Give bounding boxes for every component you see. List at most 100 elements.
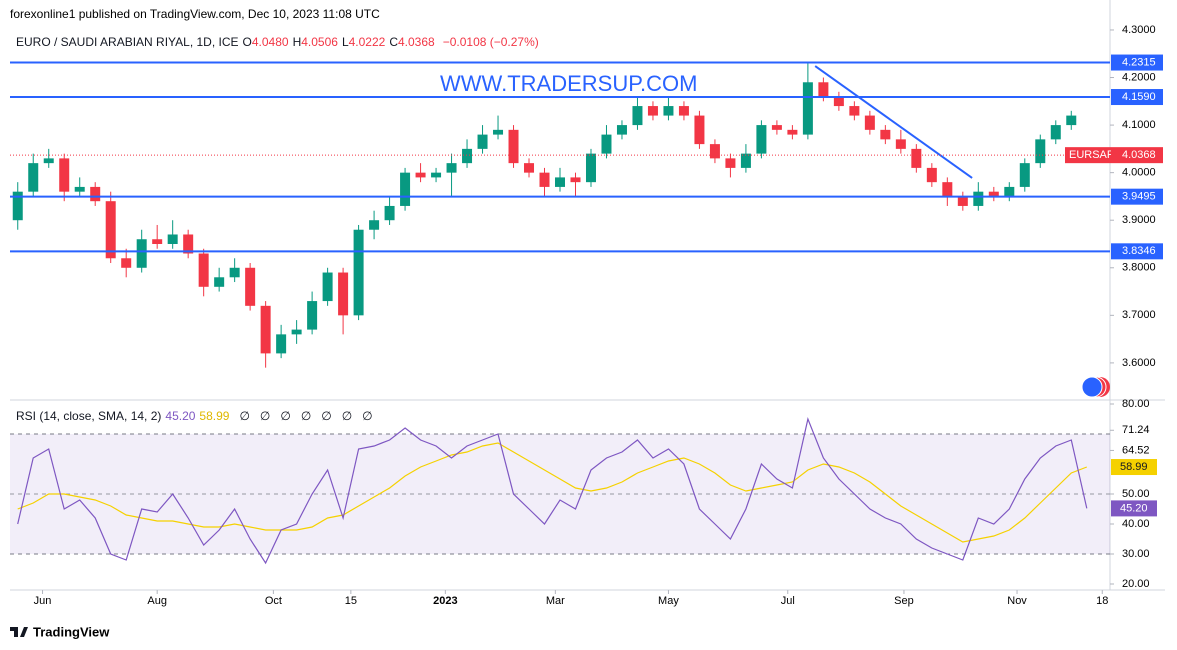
candle-body: [926, 167, 937, 183]
change: −0.0108 (−0.27%): [442, 35, 539, 49]
level-badge: [1111, 89, 1163, 106]
rsi-line: [17, 416, 1088, 565]
candle-body: [802, 82, 813, 135]
symbol-label: EURSAR: [1069, 149, 1115, 161]
level-label: 4.2315: [1122, 56, 1156, 68]
candle-body: [183, 234, 194, 254]
rsi-legend: RSI (14, close, SMA, 14, 2) 45.20 58.99 ∅ ∅ ∅…: [16, 409, 381, 423]
candle-body: [973, 191, 984, 206]
candle-body: [229, 267, 240, 278]
y-tick-label: 3.6000: [1122, 357, 1156, 369]
candle-body: [214, 277, 225, 287]
symbol-badge: [1065, 147, 1111, 164]
x-tick-label: 18: [1096, 595, 1108, 607]
value-badge-label: 58.99: [1120, 461, 1148, 473]
candle-body: [291, 329, 302, 335]
rsi-value: 45.20: [165, 409, 196, 423]
hidden-input: ∅: [280, 409, 291, 423]
candle-body: [1050, 125, 1061, 140]
level-badge: [1111, 243, 1163, 260]
price-legend: EURO / SAUDI ARABIAN RIYAL, 1D, ICE O4.04…: [16, 35, 543, 49]
watermark: WWW.TRADERSUP.COM: [440, 71, 697, 96]
candle-body: [771, 125, 782, 130]
candle-body: [570, 177, 581, 183]
candle-body: [911, 148, 922, 168]
candle-body: [121, 258, 132, 268]
level-badge: [1111, 188, 1163, 205]
candle-body: [539, 172, 550, 187]
hidden-input: ∅: [341, 409, 353, 423]
candle-body: [43, 158, 54, 164]
candle-body: [1035, 139, 1046, 164]
candle-body: [74, 186, 85, 192]
candle-body: [245, 267, 256, 306]
rsi-line: [17, 442, 1088, 543]
candle-body: [833, 96, 844, 107]
ohlc-value: 4.0368: [398, 35, 435, 49]
tradingview-logo: [10, 627, 28, 637]
hidden-input: ∅: [300, 409, 312, 423]
candle-body: [415, 172, 426, 178]
hidden-input: ∅: [259, 409, 271, 423]
candle-body: [384, 205, 395, 221]
y-tick-label: 4.2000: [1122, 71, 1156, 83]
trendline: [814, 65, 973, 179]
candle-body: [369, 220, 380, 230]
x-tick-label: Jul: [781, 595, 795, 607]
y-tick-label: 50.00: [1122, 488, 1150, 500]
ohlc-value: 4.0480: [251, 35, 289, 49]
candle-body: [663, 106, 674, 116]
hidden-input: ∅: [321, 409, 332, 423]
footer-brand: TradingView: [33, 624, 110, 639]
settings-icon[interactable]: [1081, 376, 1110, 398]
candle-body: [493, 129, 504, 135]
candle-body: [632, 106, 643, 126]
ohlc-label: C: [389, 35, 398, 49]
candle-body: [152, 239, 163, 244]
candle-body: [198, 253, 209, 287]
sma-value: 58.99: [199, 409, 230, 423]
candle-body: [555, 177, 565, 187]
ohlc: O4.0480 H4.0506 L4.0222 C4.0368: [243, 35, 439, 49]
ohlc-label: O: [242, 35, 252, 49]
candle-body: [105, 201, 116, 259]
hidden-inputs: ∅ ∅ ∅ ∅ ∅ ∅ ∅: [233, 409, 376, 423]
candle-body: [725, 158, 736, 168]
x-tick-label: 2023: [433, 595, 457, 607]
candle-body: [446, 163, 457, 173]
level-label: 3.9495: [1122, 191, 1156, 203]
ohlc-label: L: [341, 35, 349, 49]
hidden-input: ∅: [362, 409, 373, 423]
candle-body: [136, 239, 147, 268]
hidden-input: ∅: [239, 409, 250, 423]
y-tick-label: 3.7000: [1122, 309, 1156, 321]
y-tick-label: 20.00: [1122, 578, 1150, 590]
value-badge-label: 45.20: [1120, 502, 1148, 514]
x-tick-label: Sep: [894, 595, 914, 607]
publish-info: forexonline1 published on TradingView.co…: [10, 7, 380, 21]
rsi-title: RSI (14, close, SMA, 14, 2): [16, 409, 162, 423]
candle-body: [1004, 186, 1015, 197]
level-badge: [1111, 54, 1163, 71]
icon: [1081, 376, 1103, 398]
candle-body: [647, 106, 658, 116]
y-tick-label: 4.0000: [1122, 167, 1156, 179]
y-tick-label: 40.00: [1122, 518, 1150, 530]
candle-body: [601, 134, 612, 154]
symbol-title: EURO / SAUDI ARABIAN RIYAL, 1D, ICE: [16, 35, 239, 49]
candle-body: [787, 129, 798, 135]
candle-body: [818, 82, 829, 97]
candle-body: [864, 115, 875, 130]
x-tick-label: Oct: [265, 595, 282, 607]
y-tick-label: 4.1000: [1122, 119, 1156, 131]
y-tick-label: 3.8000: [1122, 262, 1156, 274]
logo-mark: [10, 627, 28, 637]
ohlc-label: H: [292, 35, 302, 49]
candle-body: [895, 139, 906, 149]
value-badge: [1111, 459, 1157, 476]
candle-body: [880, 129, 891, 140]
candle-body: [694, 115, 705, 145]
level-label: 3.8346: [1122, 245, 1156, 257]
